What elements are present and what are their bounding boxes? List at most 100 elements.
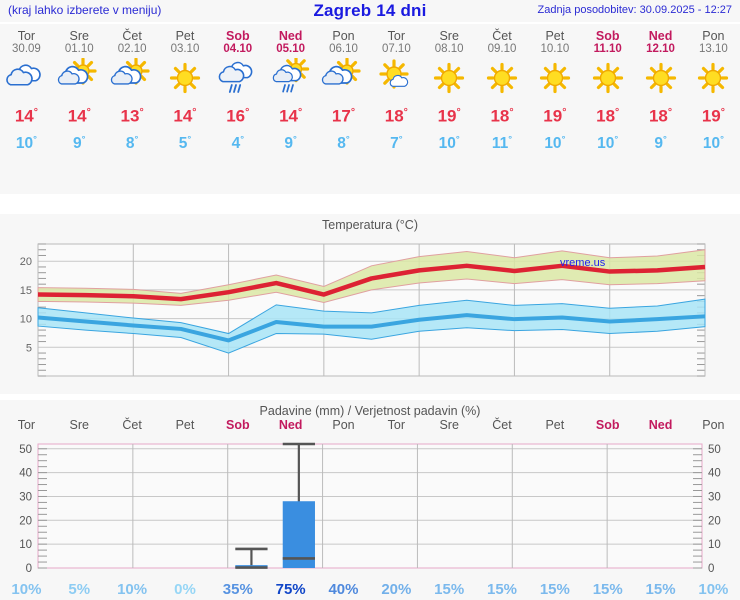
precipitation-probability: 15% bbox=[434, 581, 465, 598]
sun-icon bbox=[634, 56, 687, 100]
svg-text:50: 50 bbox=[19, 444, 32, 456]
temperature-min: 10° bbox=[544, 133, 566, 152]
forecast-strip: Tor 30.09 14° 10° Sre 01.10 14° 9° Čet 02.10 13° 8°… bbox=[0, 24, 740, 194]
sun-icon bbox=[476, 56, 529, 100]
sun-icon bbox=[687, 56, 740, 100]
day-column: Pon 13.10 19° 10° bbox=[687, 24, 740, 155]
day-date: 07.10 bbox=[381, 43, 411, 55]
temperature-min: 10° bbox=[15, 133, 37, 152]
svg-text:5: 5 bbox=[26, 342, 32, 354]
day-of-week: Tor bbox=[387, 29, 406, 43]
temperature-min: 11° bbox=[491, 133, 513, 152]
temperature-min: 10° bbox=[597, 133, 619, 152]
day-column: Čet 02.10 13° 8° bbox=[106, 24, 159, 155]
temperature-max: 18° bbox=[490, 106, 514, 126]
temperature-plot: 5 10 15 20 vreme.us bbox=[20, 243, 706, 377]
temperature-max: 18° bbox=[384, 106, 408, 126]
temperature-min: 9° bbox=[73, 133, 86, 152]
day-of-week: Sre bbox=[439, 29, 459, 43]
precipitation-day-label: Tor bbox=[387, 418, 406, 432]
svg-text:10: 10 bbox=[20, 314, 32, 326]
temperature-min: 5° bbox=[178, 133, 192, 152]
day-column: Sre 01.10 14° 9° bbox=[53, 24, 106, 155]
day-date: 03.10 bbox=[170, 43, 200, 55]
temperature-chart-title: Temperatura (°C) bbox=[322, 218, 418, 232]
day-date: 09.10 bbox=[487, 43, 517, 55]
temperature-max: 14° bbox=[67, 106, 91, 126]
day-of-week: Sre bbox=[69, 29, 89, 43]
temperature-max: 16° bbox=[226, 106, 250, 126]
precipitation-probability: 0% bbox=[174, 581, 196, 598]
sun-cloud-icon bbox=[317, 56, 370, 100]
day-column: Tor 07.10 18° 7° bbox=[370, 24, 423, 155]
sun-cloud-rain-icon bbox=[264, 56, 317, 100]
sun-icon bbox=[159, 56, 212, 100]
temperature-max: 14° bbox=[14, 106, 38, 126]
precipitation-day-label: Pet bbox=[175, 418, 195, 432]
day-date: 30.09 bbox=[12, 43, 41, 55]
day-of-week: Pon bbox=[332, 29, 355, 43]
day-date: 04.10 bbox=[223, 43, 253, 55]
precipitation-day-label: Sob bbox=[225, 418, 250, 432]
temperature-max: 14° bbox=[173, 106, 197, 126]
cloud-rain-icon bbox=[211, 56, 264, 100]
precipitation-day-label: Pon bbox=[702, 418, 725, 432]
temperature-min: 10° bbox=[438, 133, 460, 152]
temperature-max: 19° bbox=[437, 106, 461, 126]
precipitation-day-labels: Tor Sre Čet Pet Sob Ned Pon Tor Sre Čet Pet Sob Ned P… bbox=[0, 418, 740, 432]
day-of-week: Pon bbox=[702, 29, 725, 43]
svg-text:10: 10 bbox=[19, 539, 32, 551]
sun-cloud-icon bbox=[106, 56, 159, 100]
precipitation-probability: 15% bbox=[592, 581, 623, 598]
temperature-max: 18° bbox=[648, 106, 673, 126]
svg-text:40: 40 bbox=[708, 468, 721, 480]
sun-icon bbox=[423, 56, 476, 100]
temperature-max: 13° bbox=[120, 106, 144, 126]
temperature-max: 14° bbox=[279, 106, 303, 126]
day-of-week: Sob bbox=[595, 29, 620, 43]
sun-cloud-icon bbox=[53, 56, 106, 100]
temperature-max: 19° bbox=[543, 106, 567, 126]
day-column: Sre 08.10 19° 10° bbox=[423, 24, 476, 155]
temperature-min: 9° bbox=[654, 133, 667, 152]
day-date: 08.10 bbox=[434, 43, 464, 55]
precipitation-probability: 15% bbox=[539, 581, 570, 598]
day-column: Čet 09.10 18° 11° bbox=[476, 24, 529, 155]
precipitation-day-label: Sre bbox=[439, 418, 459, 432]
precipitation-day-label: Tor bbox=[17, 418, 36, 432]
day-column: Pon 06.10 17° 8° bbox=[317, 24, 370, 155]
sun-icon bbox=[581, 56, 634, 100]
temperature-min: 9° bbox=[284, 133, 297, 152]
day-column: Ned 05.10 14° 9° bbox=[264, 24, 317, 155]
day-column: Sob 04.10 16° 4° bbox=[211, 24, 264, 155]
temperature-max: 17° bbox=[331, 106, 356, 126]
precipitation-day-label: Čet bbox=[492, 418, 512, 432]
location-hint: (kraj lahko izberete v meniju) bbox=[8, 3, 162, 17]
top-bar: (kraj lahko izberete v meniju) Zagreb 14… bbox=[0, 0, 740, 22]
temperature-max: 18° bbox=[596, 106, 620, 126]
precipitation-probability: 75% bbox=[275, 581, 306, 598]
cloudy-icon bbox=[0, 56, 53, 100]
temperature-min: 4° bbox=[231, 133, 245, 152]
svg-text:15: 15 bbox=[20, 285, 32, 297]
svg-text:30: 30 bbox=[19, 491, 32, 503]
day-column: Ned 12.10 18° 9° bbox=[634, 24, 687, 155]
precipitation-probability: 35% bbox=[222, 581, 253, 598]
precipitation-day-label: Čet bbox=[122, 418, 142, 432]
day-of-week: Ned bbox=[648, 29, 673, 43]
day-date: 02.10 bbox=[117, 43, 147, 55]
day-of-week: Ned bbox=[278, 29, 303, 43]
sun-icon bbox=[528, 56, 581, 100]
day-date: 12.10 bbox=[646, 43, 675, 55]
day-column: Pet 03.10 14° 5° bbox=[159, 24, 212, 155]
svg-text:20: 20 bbox=[20, 256, 32, 268]
day-date: 01.10 bbox=[64, 43, 94, 55]
day-date: 05.10 bbox=[276, 43, 306, 55]
svg-text:20: 20 bbox=[19, 515, 32, 527]
precipitation-probability: 15% bbox=[645, 581, 676, 598]
precipitation-chart: Padavine (mm) / Verjetnost padavin (%) T… bbox=[0, 400, 740, 600]
svg-text:30: 30 bbox=[708, 491, 721, 503]
svg-text:10: 10 bbox=[708, 539, 721, 551]
precipitation-probability: 10% bbox=[11, 581, 42, 598]
svg-text:50: 50 bbox=[708, 444, 721, 456]
